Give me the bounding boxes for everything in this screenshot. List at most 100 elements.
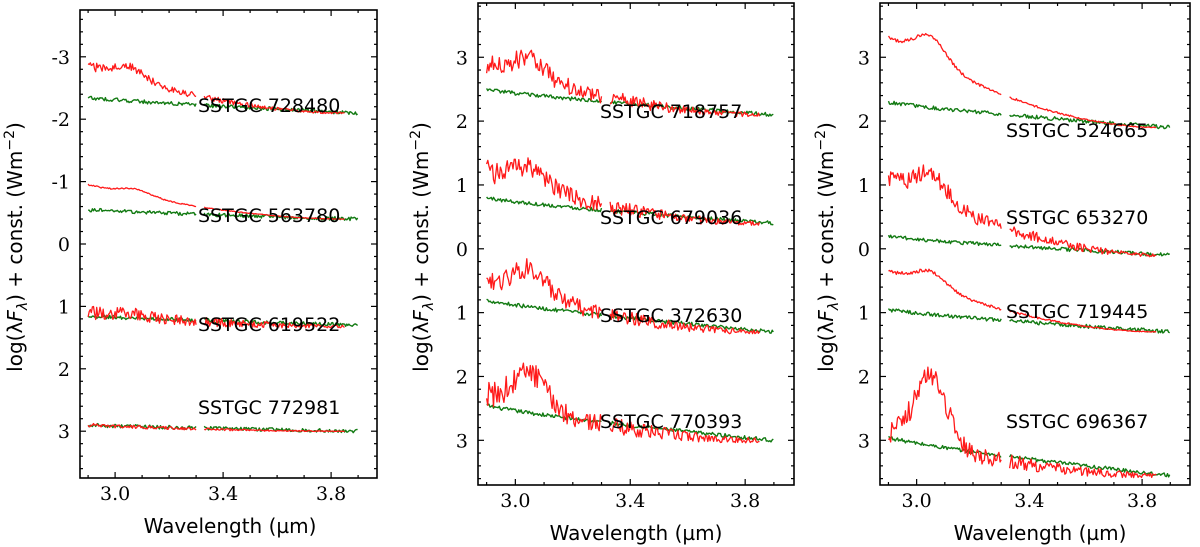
svg-text:log(λFλ) + const. (Wm−2): log(λFλ) + const. (Wm−2) [2, 122, 31, 372]
y-tick-label: -1 [51, 172, 70, 194]
observed-spectrum-line [485, 49, 603, 104]
source-label: SSTGC 719445 [1006, 301, 1148, 323]
panel-middle: log(λFλ) + const. (Wm−2) 3.0 3.4 3.8 3 2 1 0 1 2… [408, 2, 795, 545]
source-label: SSTGC 679036 [600, 207, 742, 229]
y-tick-label: 1 [456, 303, 468, 325]
panel-left-plot: 3.0 3.4 3.8 3 2 1 0 -1 -2 -3 [51, 9, 378, 505]
model-spectrum-line [1009, 319, 1170, 334]
x-tick-label: 3.0 [100, 483, 130, 505]
ylabel-sup: −2 [408, 130, 424, 151]
y-tick-label: 2 [456, 366, 468, 388]
observed-spectrum-line [887, 366, 1002, 467]
source-label: SSTGC 619522 [198, 314, 340, 336]
svg-text:log(λFλ) + const. (Wm−2): log(λFλ) + const. (Wm−2) [408, 122, 437, 372]
ylabel-f: F [409, 310, 433, 322]
ylabel-mid: ) + const. (Wm [3, 151, 27, 302]
model-spectrum-line [609, 420, 774, 443]
y-tick-label: 3 [858, 430, 870, 452]
ylabel-end: ) [814, 122, 838, 130]
y-tick-label: 3 [456, 47, 468, 69]
source-label: SSTGC 770393 [600, 411, 742, 433]
observed-spectrum-line [485, 362, 603, 432]
panel-middle-plot: 3.0 3.4 3.8 3 2 1 0 1 2 3 [456, 2, 795, 512]
panel-right: log(λFλ) + const. (Wm−2) 3.0 3.4 3.8 3 2 1 0 1 2… [813, 2, 1191, 545]
y-tick-label: 0 [456, 239, 468, 261]
x-tick-label: 3.4 [208, 483, 238, 505]
model-spectrum-line [887, 100, 1002, 117]
y-tick-label: 1 [456, 175, 468, 197]
x-tick-label: 3.8 [316, 483, 346, 505]
observed-spectrum-line [203, 317, 345, 329]
observed-spectrum-line [609, 418, 760, 444]
source-label: SSTGC 718757 [600, 101, 742, 123]
observed-spectrum-line [887, 32, 1002, 96]
model-spectrum-line [485, 88, 603, 104]
panel-middle-xlabel: Wavelength (µm) [550, 521, 723, 545]
y-tick-label: 0 [858, 239, 870, 261]
source-label: SSTGC 372630 [600, 305, 742, 327]
model-spectrum-line [486, 196, 603, 213]
x-tick-label: 3.8 [1127, 490, 1157, 512]
svg-text:log(λFλ) + const. (Wm−2): log(λFλ) + const. (Wm−2) [813, 122, 842, 372]
source-label: SSTGC 524665 [1006, 120, 1148, 142]
y-tick-label: 2 [858, 111, 870, 133]
ylabel-main: log(λ [409, 322, 433, 372]
panel-right-xlabel: Wavelength (µm) [954, 521, 1127, 545]
model-spectrum-line [88, 207, 197, 217]
model-spectrum-line [486, 403, 602, 423]
ylabel-sub: λ [421, 302, 437, 311]
y-tick-label: 0 [58, 234, 70, 256]
ylabel-mid: ) + const. (Wm [409, 151, 433, 302]
panel-left-ylabel: log(λFλ) + const. (Wm−2) [2, 122, 31, 372]
panel-left: log(λFλ) + const. (Wm−2) 3.0 3.4 3.8 3 2 1 0 -1… [2, 9, 378, 538]
model-spectrum-line [610, 100, 774, 117]
y-tick-label: 2 [858, 366, 870, 388]
y-tick-label: 1 [858, 303, 870, 325]
observed-spectrum-line [609, 308, 761, 335]
observed-spectrum-line [887, 164, 1002, 229]
x-tick-label: 3.4 [1014, 490, 1044, 512]
ylabel-sup: −2 [2, 130, 18, 151]
model-spectrum-line [1008, 454, 1171, 478]
observed-spectrum-line [486, 258, 602, 319]
observed-spectrum-line [1009, 226, 1157, 258]
source-label: SSTGC 696367 [1006, 411, 1148, 433]
model-spectrum-line [887, 308, 1002, 322]
y-tick-label: 3 [456, 430, 468, 452]
observed-spectrum-line [1009, 310, 1157, 333]
panel-left-xlabel: Wavelength (µm) [144, 514, 317, 538]
y-tick-label: 3 [858, 47, 870, 69]
y-tick-label: 2 [58, 359, 70, 381]
x-tick-label: 3.0 [500, 490, 530, 512]
y-tick-label: 2 [456, 111, 468, 133]
observed-spectrum-line [87, 183, 197, 208]
ylabel-f: F [814, 310, 838, 322]
source-label: SSTGC 772981 [198, 397, 340, 419]
panel-right-plot: 3.0 3.4 3.8 3 2 1 0 1 2 3 [858, 2, 1191, 512]
observed-spectrum-line [485, 157, 603, 211]
source-label: SSTGC 563780 [198, 205, 340, 227]
ylabel-sub: λ [15, 302, 31, 311]
observed-spectrum-line [1009, 96, 1157, 129]
panel-middle-ylabel: log(λFλ) + const. (Wm−2) [408, 122, 437, 372]
panel-right-ylabel: log(λFλ) + const. (Wm−2) [813, 122, 842, 372]
ylabel-f: F [3, 310, 27, 322]
observed-spectrum-line [609, 92, 761, 118]
y-tick-label: 1 [858, 175, 870, 197]
ylabel-sub: λ [826, 302, 842, 311]
ylabel-mid: ) + const. (Wm [814, 151, 838, 302]
ylabel-end: ) [3, 122, 27, 130]
y-tick-label: 3 [58, 421, 70, 443]
y-tick-label: -2 [51, 109, 70, 131]
plot-frame [79, 9, 378, 479]
model-spectrum-line [203, 212, 359, 222]
ylabel-end: ) [409, 122, 433, 130]
observed-spectrum-line [203, 206, 345, 220]
plot-frame [477, 2, 795, 486]
source-label: SSTGC 728480 [198, 95, 340, 117]
y-tick-label: 1 [58, 296, 70, 318]
observed-spectrum-line [87, 305, 197, 326]
y-tick-label: -3 [51, 47, 70, 69]
observed-spectrum-line [203, 427, 345, 433]
